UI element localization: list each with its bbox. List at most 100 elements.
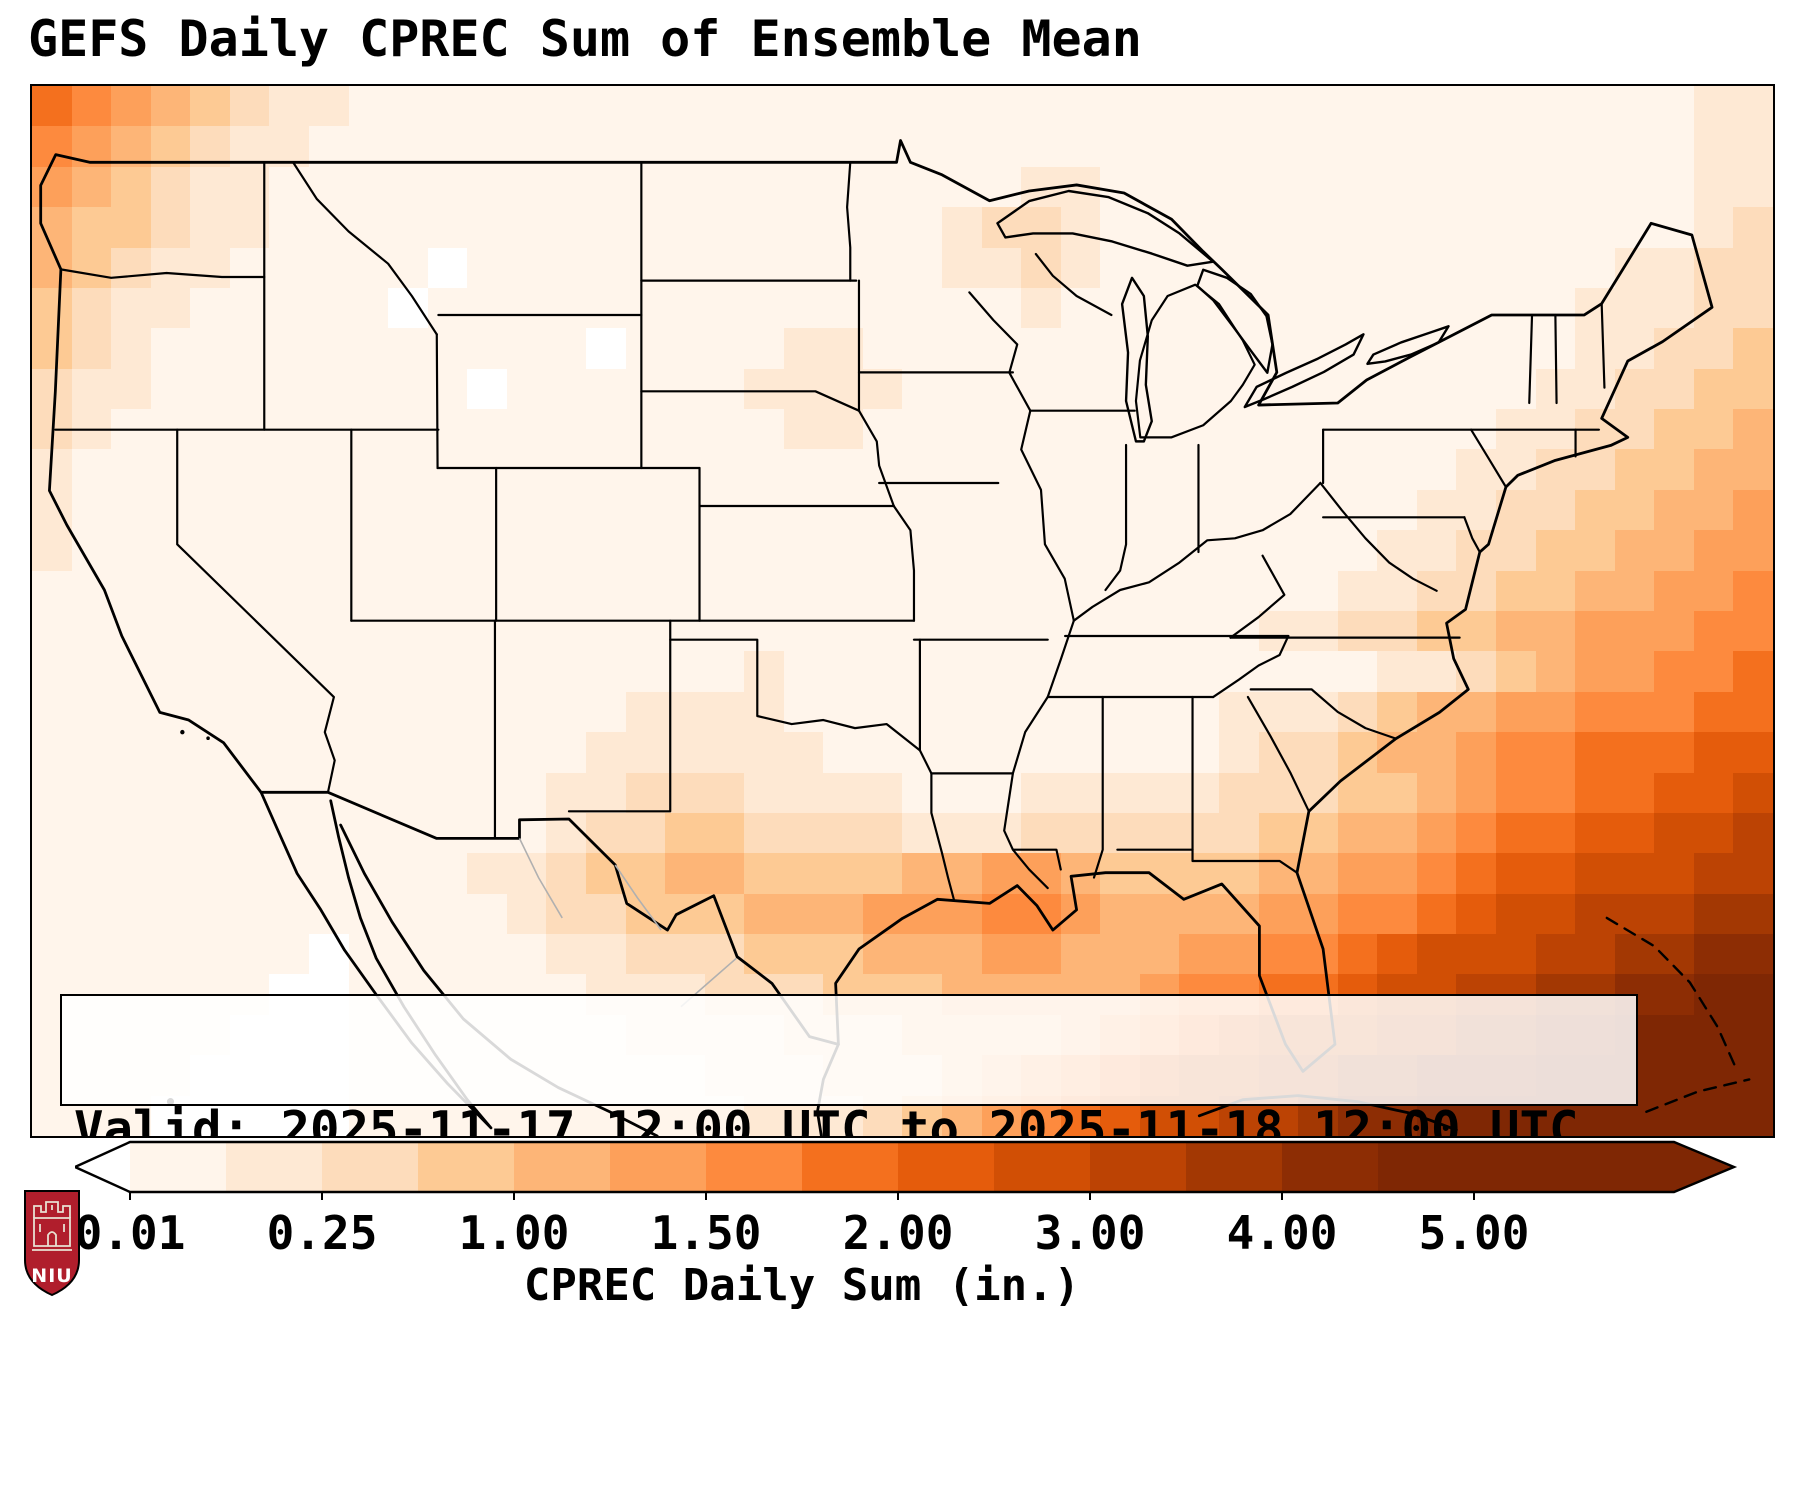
baja-california-coast <box>259 790 493 1130</box>
castle-icon <box>32 1201 72 1251</box>
precip-cell <box>111 86 151 127</box>
precip-cell <box>902 934 943 975</box>
precip-cell <box>269 86 309 127</box>
precip-cell <box>427 126 468 167</box>
precip-cell <box>981 530 1022 571</box>
precip-cell <box>1733 126 1773 167</box>
precip-cell <box>388 489 428 531</box>
precip-cell <box>427 247 468 288</box>
precip-cell <box>1654 368 1694 410</box>
precip-cell <box>1535 611 1576 652</box>
precip-cell <box>823 368 863 410</box>
precip-cell <box>308 449 349 490</box>
precip-cell <box>269 489 309 531</box>
precip-cell <box>229 611 270 652</box>
precip-cell <box>388 691 428 733</box>
colorbar-tick-label: 0.01 <box>74 1206 186 1260</box>
precip-cell <box>269 207 309 248</box>
precip-cell <box>1179 611 1220 652</box>
precip-cell <box>1456 651 1497 692</box>
precip-cell <box>862 772 903 813</box>
precip-cell <box>388 611 428 652</box>
precip-cell <box>783 489 824 531</box>
precip-cell <box>1100 449 1140 490</box>
precip-cell <box>1575 328 1615 369</box>
precip-cell <box>150 86 191 127</box>
maritime-boundary-dashed <box>1605 916 1751 1113</box>
precip-cell <box>1377 247 1417 288</box>
precip-cell <box>348 853 389 894</box>
precip-cell <box>1456 328 1497 369</box>
precip-cell <box>783 732 824 773</box>
precip-cell <box>546 247 586 288</box>
precip-cell <box>665 732 705 773</box>
precip-cell <box>1535 772 1576 813</box>
precip-cell <box>1733 287 1773 329</box>
precip-cell <box>783 853 824 894</box>
precip-cell <box>1377 611 1417 652</box>
precip-cell <box>902 732 943 773</box>
precip-cell <box>704 368 745 410</box>
precip-cell <box>625 853 666 894</box>
precip-cell <box>981 328 1022 369</box>
precip-cell <box>942 772 982 813</box>
precip-cell <box>506 409 547 450</box>
precip-cell <box>1575 651 1615 692</box>
precip-cell <box>506 691 547 733</box>
precip-cell <box>942 570 982 611</box>
precip-cell <box>665 287 705 329</box>
precip-cell <box>190 853 230 894</box>
precip-cell <box>942 287 982 329</box>
precip-cell <box>1693 126 1734 167</box>
precip-cell <box>1139 530 1180 571</box>
valid-line: Valid: 2025-11-17 12:00 UTC to 2025-11-1… <box>74 1101 1579 1138</box>
precip-cell <box>1416 247 1457 288</box>
precip-cell <box>546 732 586 773</box>
precip-cell <box>1496 328 1536 369</box>
precip-cell <box>942 853 982 894</box>
precip-cell <box>1575 853 1615 894</box>
precip-cell <box>1139 166 1180 208</box>
precip-cell <box>585 328 626 369</box>
precip-cell <box>902 287 943 329</box>
precip-cell <box>1337 166 1378 208</box>
precip-cell <box>269 449 309 490</box>
precip-cell <box>1693 166 1734 208</box>
precip-cell <box>1298 570 1338 611</box>
precip-cell <box>229 328 270 369</box>
precip-cell <box>229 489 270 531</box>
precip-cell <box>1733 691 1773 733</box>
precip-cell <box>1021 207 1061 248</box>
precip-cell <box>1575 812 1615 854</box>
precip-cell <box>1021 449 1061 490</box>
precip-cell <box>1614 287 1655 329</box>
precip-cell <box>1535 570 1576 611</box>
precip-cell <box>1456 247 1497 288</box>
precip-cell <box>348 651 389 692</box>
precip-cell <box>1298 328 1338 369</box>
precip-cell <box>585 489 626 531</box>
precip-cell <box>1298 86 1338 127</box>
precip-cell <box>744 893 784 935</box>
precip-cell <box>1654 772 1694 813</box>
precip-cell <box>902 812 943 854</box>
precip-cell <box>981 126 1022 167</box>
precip-cell <box>1535 853 1576 894</box>
precip-cell <box>1337 449 1378 490</box>
precip-cell <box>190 772 230 813</box>
figure-title: GEFS Daily CPREC Sum of Ensemble Mean <box>28 10 1142 68</box>
precip-cell <box>942 651 982 692</box>
precip-cell <box>783 86 824 127</box>
precip-cell <box>1693 691 1734 733</box>
precip-cell <box>1258 287 1299 329</box>
precip-cell <box>1456 853 1497 894</box>
precip-cell <box>665 853 705 894</box>
precip-cell <box>150 287 191 329</box>
precip-cell <box>1654 1055 1694 1096</box>
precip-cell <box>269 530 309 571</box>
precip-cell <box>1575 166 1615 208</box>
precip-cell <box>111 287 151 329</box>
precip-cell <box>783 126 824 167</box>
precip-cell <box>823 166 863 208</box>
precip-cell <box>71 489 112 531</box>
